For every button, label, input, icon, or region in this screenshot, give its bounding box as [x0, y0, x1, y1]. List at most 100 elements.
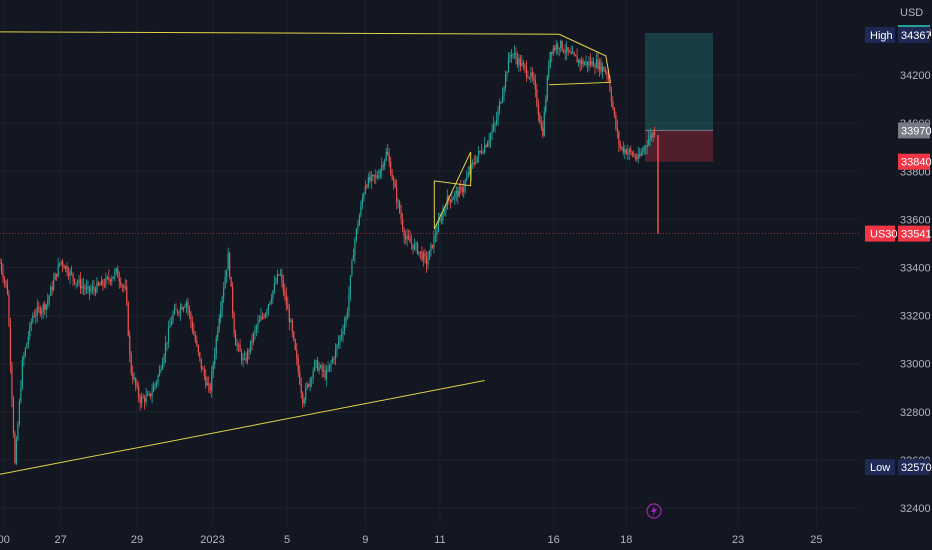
candle-body: [151, 391, 153, 397]
candle-body: [226, 269, 228, 277]
candle-body: [591, 61, 593, 65]
candle-body: [202, 368, 204, 370]
price-tag-label: US30: [870, 229, 898, 241]
candle-body: [35, 315, 37, 317]
candle-body: [196, 341, 198, 346]
candle-body: [145, 395, 147, 402]
candle-body: [63, 265, 65, 269]
candle-body: [378, 176, 380, 178]
candle-body: [251, 340, 253, 343]
candle-body: [582, 60, 584, 65]
candle-body: [573, 52, 575, 55]
candle-body: [182, 307, 185, 310]
drawings[interactable]: [0, 31, 612, 475]
candle-body: [388, 155, 390, 163]
candle-body: [540, 123, 542, 128]
x-tick-label: 9: [362, 534, 368, 546]
candle-body: [264, 313, 267, 318]
trendline[interactable]: [0, 31, 560, 35]
candle-body: [551, 51, 553, 55]
candle-body: [105, 277, 107, 286]
candle-body: [84, 287, 86, 290]
position-tool[interactable]: [645, 33, 713, 162]
candle-body: [366, 185, 368, 188]
candle-body: [209, 385, 211, 391]
candle-body: [403, 229, 405, 238]
candle-body: [360, 204, 362, 216]
candle-body: [6, 284, 9, 295]
candle-body: [161, 362, 164, 370]
candle-body: [208, 383, 210, 386]
candle-body: [500, 102, 502, 104]
candle-body: [330, 362, 332, 365]
candle-body: [467, 172, 469, 177]
candle-body: [126, 286, 128, 303]
candle-body: [603, 66, 605, 72]
candle-body: [452, 198, 454, 200]
lightning-icon[interactable]: [646, 503, 662, 519]
stop-loss-zone[interactable]: [645, 130, 713, 162]
candle-body: [407, 235, 410, 239]
trendline[interactable]: [0, 380, 485, 475]
candle-body: [566, 47, 568, 53]
candle-body: [613, 108, 615, 116]
candle-body: [297, 358, 299, 372]
candle-body: [114, 271, 116, 277]
candle-body: [15, 439, 18, 464]
candle-body: [637, 154, 639, 160]
candle-body: [67, 273, 70, 277]
candle-body: [328, 364, 331, 370]
candle-body: [410, 242, 413, 245]
candle-body: [391, 174, 393, 180]
rising-channel[interactable]: [433, 151, 472, 230]
candle-body: [348, 294, 350, 312]
candle-body: [305, 387, 307, 400]
candle-body: [572, 52, 574, 54]
x-tick-label: 18: [620, 534, 632, 546]
candle-body: [294, 339, 296, 350]
take-profit-zone[interactable]: [645, 33, 713, 131]
time-axis[interactable]: 00 27 29 2023 5 9 11 16 18 23 25: [0, 534, 823, 546]
candle-body: [518, 58, 520, 65]
price-tag-label-bg: [865, 26, 895, 43]
candle-body: [600, 61, 602, 72]
candle-body: [463, 187, 465, 192]
candle-body: [461, 187, 463, 192]
candle-body: [99, 284, 101, 286]
candle-body: [245, 358, 247, 362]
candle-body: [296, 349, 298, 359]
candle-body: [227, 253, 229, 270]
candle-body: [158, 369, 161, 376]
candle-body: [478, 151, 480, 157]
candle-body: [115, 268, 117, 272]
candle-body: [136, 385, 138, 387]
candle-body: [194, 334, 196, 342]
candle-body: [233, 313, 235, 334]
candle-body: [212, 364, 214, 372]
candle-body: [57, 264, 59, 277]
candle-body: [123, 285, 125, 288]
candle-body: [449, 199, 451, 202]
candle-body: [501, 95, 504, 103]
candle-body: [79, 279, 82, 289]
candle-body: [20, 387, 22, 402]
candle-body: [424, 253, 426, 257]
candle-body: [634, 155, 636, 159]
candle-body: [618, 131, 620, 144]
candle-body: [636, 158, 638, 160]
candle-body: [406, 235, 408, 240]
candle-body: [3, 278, 6, 281]
consolidation-pattern[interactable]: [548, 33, 612, 86]
candle-body: [97, 282, 100, 285]
candle-body: [460, 187, 462, 189]
price-tag-label-bg: [865, 459, 895, 476]
candle-body: [255, 326, 258, 330]
candle-body: [382, 164, 384, 166]
candle-body: [144, 397, 146, 402]
candle-body: [206, 383, 208, 386]
candle-body: [150, 393, 152, 397]
candle-body: [223, 288, 225, 298]
candle-body: [490, 133, 492, 141]
